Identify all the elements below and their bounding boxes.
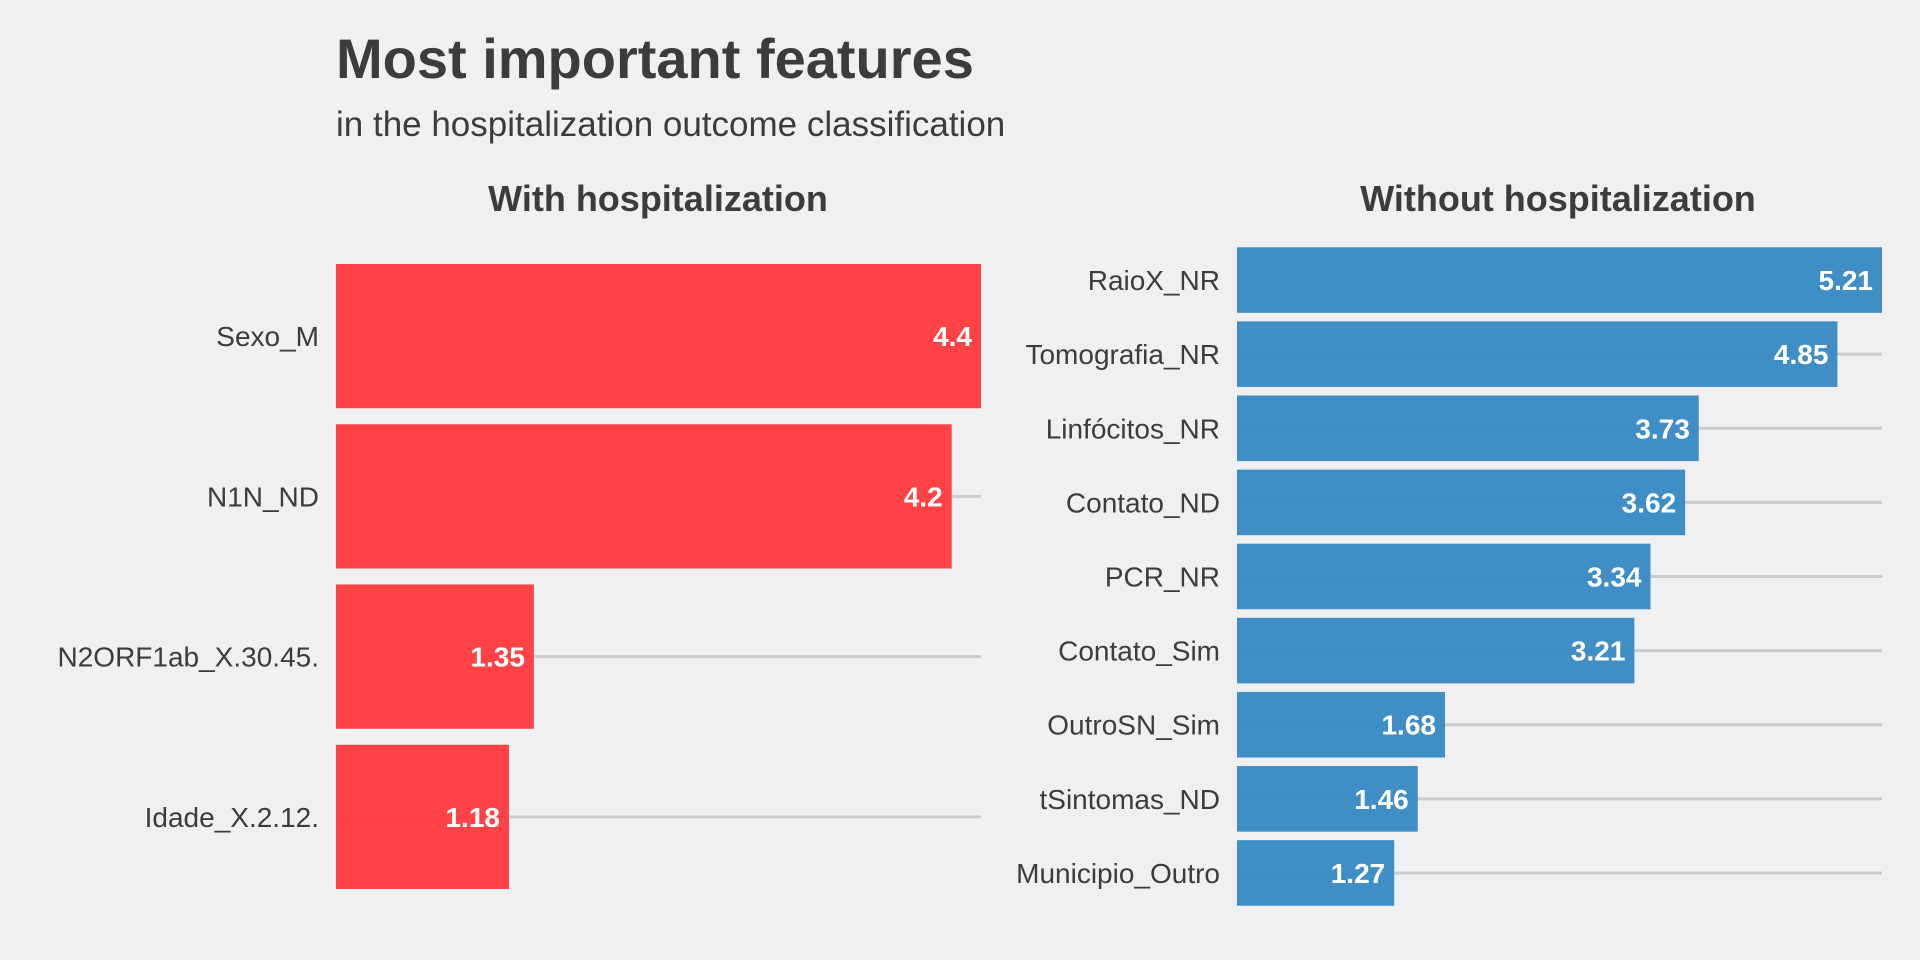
value-label-tomografia-nr: 4.85 (1774, 339, 1829, 370)
category-label-pcr-nr: PCR_NR (1105, 562, 1220, 593)
bar-linf-citos-nr (1237, 395, 1699, 462)
value-label-outrosn-sim: 1.68 (1381, 710, 1436, 741)
value-label-municipio-outro: 1.27 (1331, 858, 1386, 889)
chart-title: Most important features (336, 27, 974, 90)
bar-tomografia-nr (1237, 321, 1838, 387)
category-label-linf-citos-nr: Linfócitos_NR (1046, 413, 1220, 444)
bar-layer (336, 264, 981, 889)
bar-outrosn-sim (1237, 691, 1445, 758)
category-label-outrosn-sim: OutroSN_Sim (1047, 710, 1220, 741)
category-label-contato-nd: Contato_ND (1066, 487, 1220, 518)
label-layer: Sexo_M 4.4 N1N_ND 4.2 N2ORF1ab_X.30.45. 1.35 I… (58, 321, 973, 833)
value-label-contato-nd: 3.62 (1622, 487, 1677, 518)
category-label-n2orf1ab-x-30-45: N2ORF1ab_X.30.45. (58, 642, 320, 673)
bar-contato-nd (1237, 469, 1686, 536)
value-label-raiox-nr: 5.21 (1819, 265, 1874, 296)
value-label-idade-x-2-12: 1.18 (445, 802, 500, 833)
bar-raiox-nr (1237, 247, 1882, 313)
bar-tsintomas-nd (1237, 766, 1418, 832)
bar-n1n-nd (336, 424, 952, 569)
category-label-sexo-m: Sexo_M (216, 321, 319, 352)
chart-subtitle: in the hospitalization outcome classific… (336, 105, 1005, 144)
value-label-tsintomas-nd: 1.46 (1354, 784, 1409, 815)
value-label-sexo-m: 4.4 (933, 321, 972, 352)
bar-n2orf1ab-x-30-45 (336, 584, 534, 729)
category-label-municipio-outro: Municipio_Outro (1016, 858, 1220, 889)
bar-contato-sim (1237, 617, 1635, 684)
panel-title: Without hospitalization (1360, 178, 1756, 219)
panel-without-hospitalization: Without hospitalization RaioX_NR 5.21 Tomo… (1016, 178, 1882, 906)
bar-layer (1237, 247, 1882, 906)
value-label-pcr-nr: 3.34 (1587, 562, 1642, 593)
value-label-n2orf1ab-x-30-45: 1.35 (470, 642, 525, 673)
bar-pcr-nr (1237, 543, 1651, 610)
bar-sexo-m (336, 264, 981, 409)
bar-municipio-outro (1237, 840, 1395, 906)
category-label-raiox-nr: RaioX_NR (1088, 265, 1220, 296)
value-label-n1n-nd: 4.2 (904, 481, 943, 512)
value-label-contato-sim: 3.21 (1571, 636, 1626, 667)
category-label-n1n-nd: N1N_ND (207, 481, 319, 512)
panel-title: With hospitalization (488, 178, 828, 219)
label-layer: RaioX_NR 5.21 Tomografia_NR 4.85 Linfócitos_… (1016, 265, 1873, 889)
category-label-idade-x-2-12: Idade_X.2.12. (145, 802, 319, 833)
category-label-contato-sim: Contato_Sim (1058, 636, 1220, 667)
bar-idade-x-2-12 (336, 744, 509, 889)
category-label-tsintomas-nd: tSintomas_ND (1039, 784, 1220, 815)
value-label-linf-citos-nr: 3.73 (1635, 413, 1690, 444)
category-label-tomografia-nr: Tomografia_NR (1025, 339, 1220, 370)
panel-with-hospitalization: With hospitalization Sexo_M 4.4 N1N_ND 4.2 N… (58, 178, 981, 889)
